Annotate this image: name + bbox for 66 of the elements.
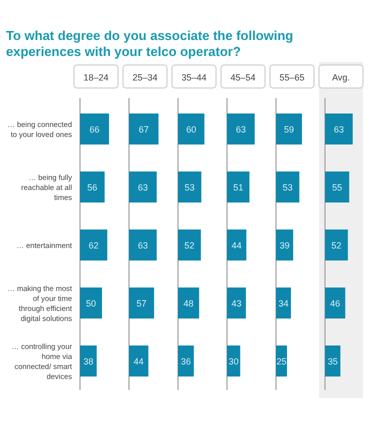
- data-label: 46: [330, 298, 340, 308]
- data-label: 35: [328, 356, 338, 366]
- bar: [276, 172, 300, 202]
- data-label: 59: [284, 124, 294, 134]
- data-label: 56: [87, 182, 98, 192]
- data-label: 44: [134, 356, 144, 366]
- data-label: 53: [184, 182, 195, 192]
- bar: [325, 230, 348, 260]
- bar: [129, 230, 157, 260]
- bar: [178, 230, 201, 260]
- data-label: 44: [232, 240, 242, 250]
- data-label: 48: [184, 298, 194, 308]
- data-label: 38: [83, 356, 94, 366]
- bar: [325, 346, 340, 376]
- bar: [178, 114, 204, 144]
- data-label: 51: [233, 182, 244, 192]
- data-label: 43: [231, 298, 242, 308]
- bar: [276, 288, 291, 318]
- data-label: 57: [136, 298, 147, 308]
- text: To what degree do you associate the following experiences with your telco operator?: [6, 28, 294, 59]
- data-label: 66: [90, 124, 100, 134]
- bar: [178, 172, 202, 202]
- chart-subtitle: 45–54: [230, 72, 256, 82]
- chart-subtitle: 18–24: [83, 72, 109, 82]
- bar: [325, 288, 346, 318]
- data-label: 50: [86, 298, 96, 308]
- data-label: 34: [278, 298, 288, 308]
- bar: [178, 346, 194, 376]
- bar: [227, 114, 255, 144]
- data-label: 63: [236, 124, 246, 134]
- bar: [276, 346, 287, 376]
- data-label: 63: [334, 124, 344, 134]
- bar: [276, 114, 302, 144]
- bar: [178, 288, 200, 318]
- bar: [129, 346, 148, 376]
- bar: [129, 172, 157, 202]
- data-label: 63: [138, 182, 148, 192]
- data-label: 52: [184, 240, 194, 250]
- chart-subtitle: 35–44: [181, 72, 207, 82]
- bar: [129, 114, 158, 144]
- bar: [80, 230, 108, 260]
- chart-subtitle: 25–34: [132, 72, 158, 82]
- bar: [227, 172, 250, 202]
- data-label: 25: [276, 356, 287, 366]
- data-label: 52: [331, 240, 342, 250]
- bar: [227, 288, 246, 318]
- chart-subtitle: 55–65: [279, 72, 305, 82]
- bar: [80, 114, 110, 144]
- data-label: 36: [180, 356, 191, 366]
- data-label: 60: [186, 124, 196, 134]
- bar: [276, 230, 294, 260]
- data-label: 63: [138, 240, 148, 250]
- data-label: 30: [228, 356, 239, 366]
- bar: [325, 114, 353, 144]
- bar: [129, 288, 154, 318]
- bar: [80, 288, 102, 318]
- data-label: 53: [282, 182, 293, 192]
- data-label: 39: [280, 240, 290, 250]
- data-label: 67: [138, 124, 149, 134]
- data-label: 62: [88, 240, 99, 250]
- bar: [80, 172, 105, 202]
- bar: [227, 230, 246, 260]
- chart-subtitle: Avg.: [332, 72, 350, 82]
- bar: [80, 346, 97, 376]
- bar: [325, 172, 350, 202]
- data-label: 55: [332, 182, 342, 192]
